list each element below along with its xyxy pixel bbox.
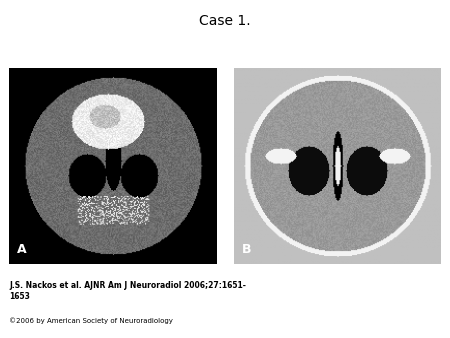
Text: B: B	[242, 243, 252, 256]
Text: AMERICAN JOURNAL OF NEURORADIOLOGY: AMERICAN JOURNAL OF NEURORADIOLOGY	[289, 316, 395, 321]
Text: J.S. Nackos et al. AJNR Am J Neuroradiol 2006;27:1651-
1653: J.S. Nackos et al. AJNR Am J Neuroradiol…	[9, 281, 246, 301]
Text: AJNR: AJNR	[309, 288, 375, 310]
Text: A: A	[17, 243, 27, 256]
Text: ©2006 by American Society of Neuroradiology: ©2006 by American Society of Neuroradiol…	[9, 318, 173, 324]
Text: Case 1.: Case 1.	[199, 14, 251, 27]
